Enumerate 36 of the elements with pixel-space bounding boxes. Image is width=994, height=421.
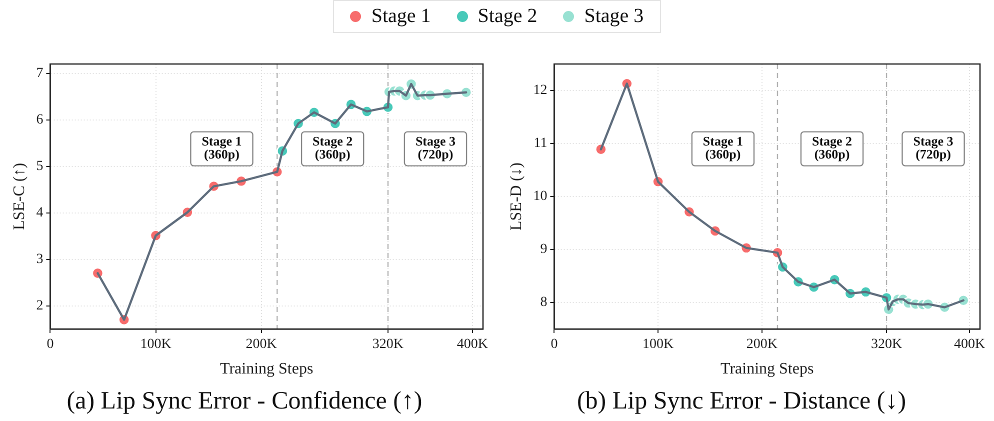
x-tick-label: 200K: [746, 337, 778, 352]
y-tick-label: 10: [533, 189, 548, 204]
x-axis-title: Training Steps: [220, 360, 314, 378]
x-axis-title: Training Steps: [720, 360, 814, 378]
legend-label: Stage 2: [478, 5, 538, 28]
legend-label: Stage 3: [584, 5, 644, 28]
y-tick-label: 3: [36, 252, 44, 267]
legend-label: Stage 1: [371, 5, 431, 28]
y-tick-label: 4: [36, 205, 44, 220]
y-tick-label: 9: [540, 242, 548, 258]
y-tick-label: 2: [36, 298, 44, 314]
y-tick-label: 7: [36, 66, 44, 81]
annotation: Stage 1 (360p): [202, 134, 242, 162]
x-tick-label: 100K: [642, 337, 674, 352]
x-tick-label: 0: [46, 337, 54, 352]
y-tick-label: 5: [36, 158, 44, 174]
y-tick-label: 6: [36, 112, 44, 128]
annotation: Stage 2 (360p): [812, 134, 852, 162]
annotation: Stage 3 (720p): [415, 134, 456, 162]
y-axis-title: LSE-C (↑): [10, 162, 28, 230]
x-tick-label: 200K: [246, 337, 277, 352]
annotation: Stage 2 (360p): [312, 134, 353, 162]
y-tick-label: 12: [533, 83, 548, 98]
annotation: Stage 1 (360p): [702, 134, 744, 162]
y-tick-label: 8: [540, 295, 548, 310]
x-tick-label: 320K: [372, 337, 404, 352]
x-tick-label: 0: [550, 337, 558, 352]
text: (a) Lip Sync Error - Confidence (↑): [66, 388, 422, 415]
x-tick-label: 400K: [456, 337, 488, 352]
annotation: Stage 3 (720p): [913, 134, 954, 162]
x-tick-label: 400K: [954, 337, 986, 352]
x-tick-label: 100K: [140, 337, 172, 352]
x-tick-label: 320K: [870, 337, 902, 352]
text: (b) Lip Sync Error - Distance (↓): [576, 388, 906, 415]
y-axis-title: LSE-D (↓): [508, 162, 525, 230]
y-tick-label: 11: [534, 136, 548, 152]
